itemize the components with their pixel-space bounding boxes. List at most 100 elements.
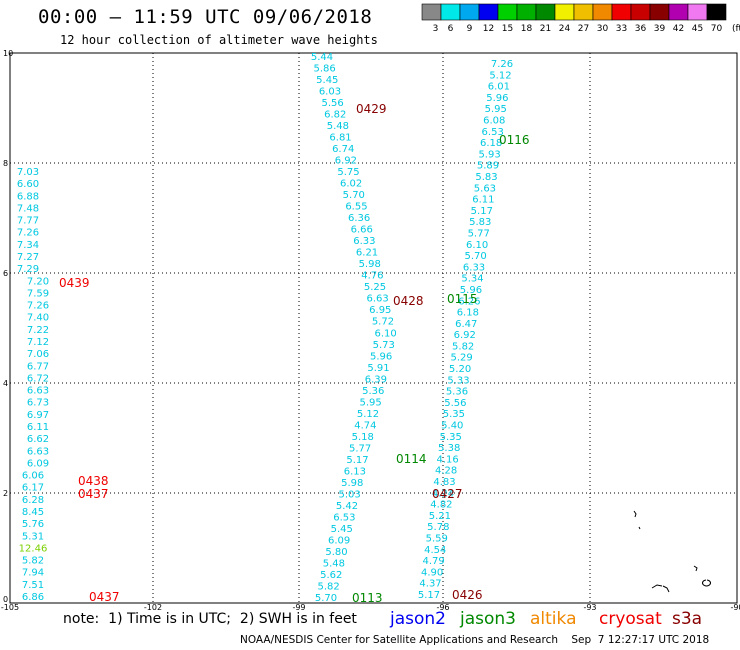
swh-value: 5.98 xyxy=(341,478,363,489)
satellite-legend-item: s3a xyxy=(672,609,703,629)
color-scale-label: 70 xyxy=(711,24,723,34)
swh-value: 5.36 xyxy=(446,387,468,398)
swh-value: 6.63 xyxy=(27,386,49,397)
swh-value: 6.95 xyxy=(369,305,391,316)
swh-value: 7.06 xyxy=(27,349,49,360)
swh-value: 5.76 xyxy=(22,519,44,530)
color-scale-label: 45 xyxy=(692,24,703,34)
color-scale-label: 27 xyxy=(578,24,589,34)
swh-value: 7.26 xyxy=(17,228,39,239)
y-tick-label: 10 xyxy=(3,49,13,58)
swh-value: 6.10 xyxy=(374,328,396,339)
coastline-fragment xyxy=(633,510,637,518)
color-scale-label: 6 xyxy=(448,24,454,34)
swh-value: 5.17 xyxy=(346,455,368,466)
page-subtitle: 12 hour collection of altimeter wave hei… xyxy=(60,33,378,47)
swh-value: 5.98 xyxy=(359,259,381,270)
map-plot: -105-102-99-96-93-9002468107.036.606.887… xyxy=(1,49,740,610)
swh-value: 4.90 xyxy=(421,567,443,578)
color-scale-unit: (ft) xyxy=(732,24,740,34)
swh-value: 6.92 xyxy=(335,156,357,167)
swh-value: 5.56 xyxy=(321,98,343,109)
page-title: 00:00 – 11:59 UTC 09/06/2018 xyxy=(38,6,373,28)
swh-value: 6.66 xyxy=(351,225,373,236)
swh-value: 6.18 xyxy=(480,138,502,149)
swh-value: 5.31 xyxy=(22,531,44,542)
swh-value: 5.12 xyxy=(357,409,379,420)
pass-time-label: 0427 xyxy=(432,487,463,501)
swh-value: 5.42 xyxy=(336,501,358,512)
swh-value: 6.53 xyxy=(333,512,355,523)
swh-value: 5.12 xyxy=(489,70,511,81)
satellite-legend-item: altika xyxy=(530,609,577,629)
swh-value: 7.12 xyxy=(27,337,49,348)
swh-value: 4.37 xyxy=(419,579,441,590)
swh-value: 6.21 xyxy=(356,248,378,259)
swh-value: 6.03 xyxy=(319,87,341,98)
swh-value: 5.63 xyxy=(474,183,496,194)
swh-value: 5.48 xyxy=(323,558,345,569)
color-scale-label: 42 xyxy=(673,24,684,34)
swh-value: 7.27 xyxy=(17,252,39,263)
swh-value: 5.70 xyxy=(464,251,486,262)
y-tick-label: 0 xyxy=(3,595,8,604)
x-tick-label: -93 xyxy=(583,603,596,610)
swh-value: 5.96 xyxy=(370,351,392,362)
swh-value: 5.72 xyxy=(372,317,394,328)
swh-value: 5.89 xyxy=(477,161,499,172)
swh-value: 5.96 xyxy=(486,93,508,104)
swh-value: 7.48 xyxy=(17,203,39,214)
swh-value: 5.70 xyxy=(315,593,337,604)
pass-time-label: 0426 xyxy=(452,588,483,602)
swh-value: 5.75 xyxy=(337,167,359,178)
swh-value: 7.59 xyxy=(27,288,49,299)
swh-value: 5.59 xyxy=(426,534,448,545)
swh-value: 5.82 xyxy=(452,341,474,352)
pass-time-label: 0429 xyxy=(356,102,387,116)
color-scale-label: 15 xyxy=(502,24,513,34)
swh-value: 6.11 xyxy=(27,422,49,433)
swh-value: 7.29 xyxy=(17,264,39,275)
swh-value: 6.09 xyxy=(328,535,350,546)
swh-value: 6.26 xyxy=(458,296,480,307)
footer-note: note: 1) Time is in UTC; 2) SWH is in fe… xyxy=(63,611,357,627)
swh-value: 5.18 xyxy=(352,432,374,443)
swh-value: 4.24 xyxy=(432,488,454,499)
swh-value: 5.48 xyxy=(327,121,349,132)
swh-value: 4.82 xyxy=(430,500,452,511)
pass-time-label: 0439 xyxy=(59,276,90,290)
swh-value: 5.82 xyxy=(22,556,44,567)
swh-value: 6.10 xyxy=(466,240,488,251)
color-scale-label: 18 xyxy=(521,24,533,34)
swh-value: 5.70 xyxy=(343,190,365,201)
swh-value: 5.38 xyxy=(438,443,460,454)
swh-value: 6.73 xyxy=(27,398,49,409)
color-scale-label: 12 xyxy=(483,24,494,34)
color-scale-label: 39 xyxy=(654,24,666,34)
swh-value: 6.72 xyxy=(27,373,49,384)
x-tick-label: -90 xyxy=(730,603,740,610)
swh-value: 5.82 xyxy=(317,581,339,592)
swh-value: 5.45 xyxy=(316,75,338,86)
pass-time-label: 0114 xyxy=(396,452,427,466)
swh-value: 6.81 xyxy=(329,133,351,144)
satellite-legend-item: cryosat xyxy=(599,609,662,629)
swh-value: 5.17 xyxy=(418,590,440,601)
pass-time-label: 0428 xyxy=(393,294,424,308)
pass-time-label: 0438 xyxy=(78,474,109,488)
coastline-fragment xyxy=(693,565,698,572)
swh-value: 4.83 xyxy=(433,477,455,488)
swh-value: 5.73 xyxy=(373,340,395,351)
color-scale-label: 24 xyxy=(559,24,571,34)
swh-value: 6.74 xyxy=(332,144,354,155)
swh-value: 5.95 xyxy=(485,104,507,115)
swh-value: 6.63 xyxy=(367,294,389,305)
swh-value: 6.82 xyxy=(324,110,346,121)
swh-value: 5.40 xyxy=(441,421,463,432)
swh-value: 6.77 xyxy=(27,361,49,372)
pass-time-label: 0115 xyxy=(447,292,478,306)
swh-value: 5.77 xyxy=(468,228,490,239)
y-tick-label: 8 xyxy=(3,159,8,168)
swh-value: 6.92 xyxy=(454,330,476,341)
